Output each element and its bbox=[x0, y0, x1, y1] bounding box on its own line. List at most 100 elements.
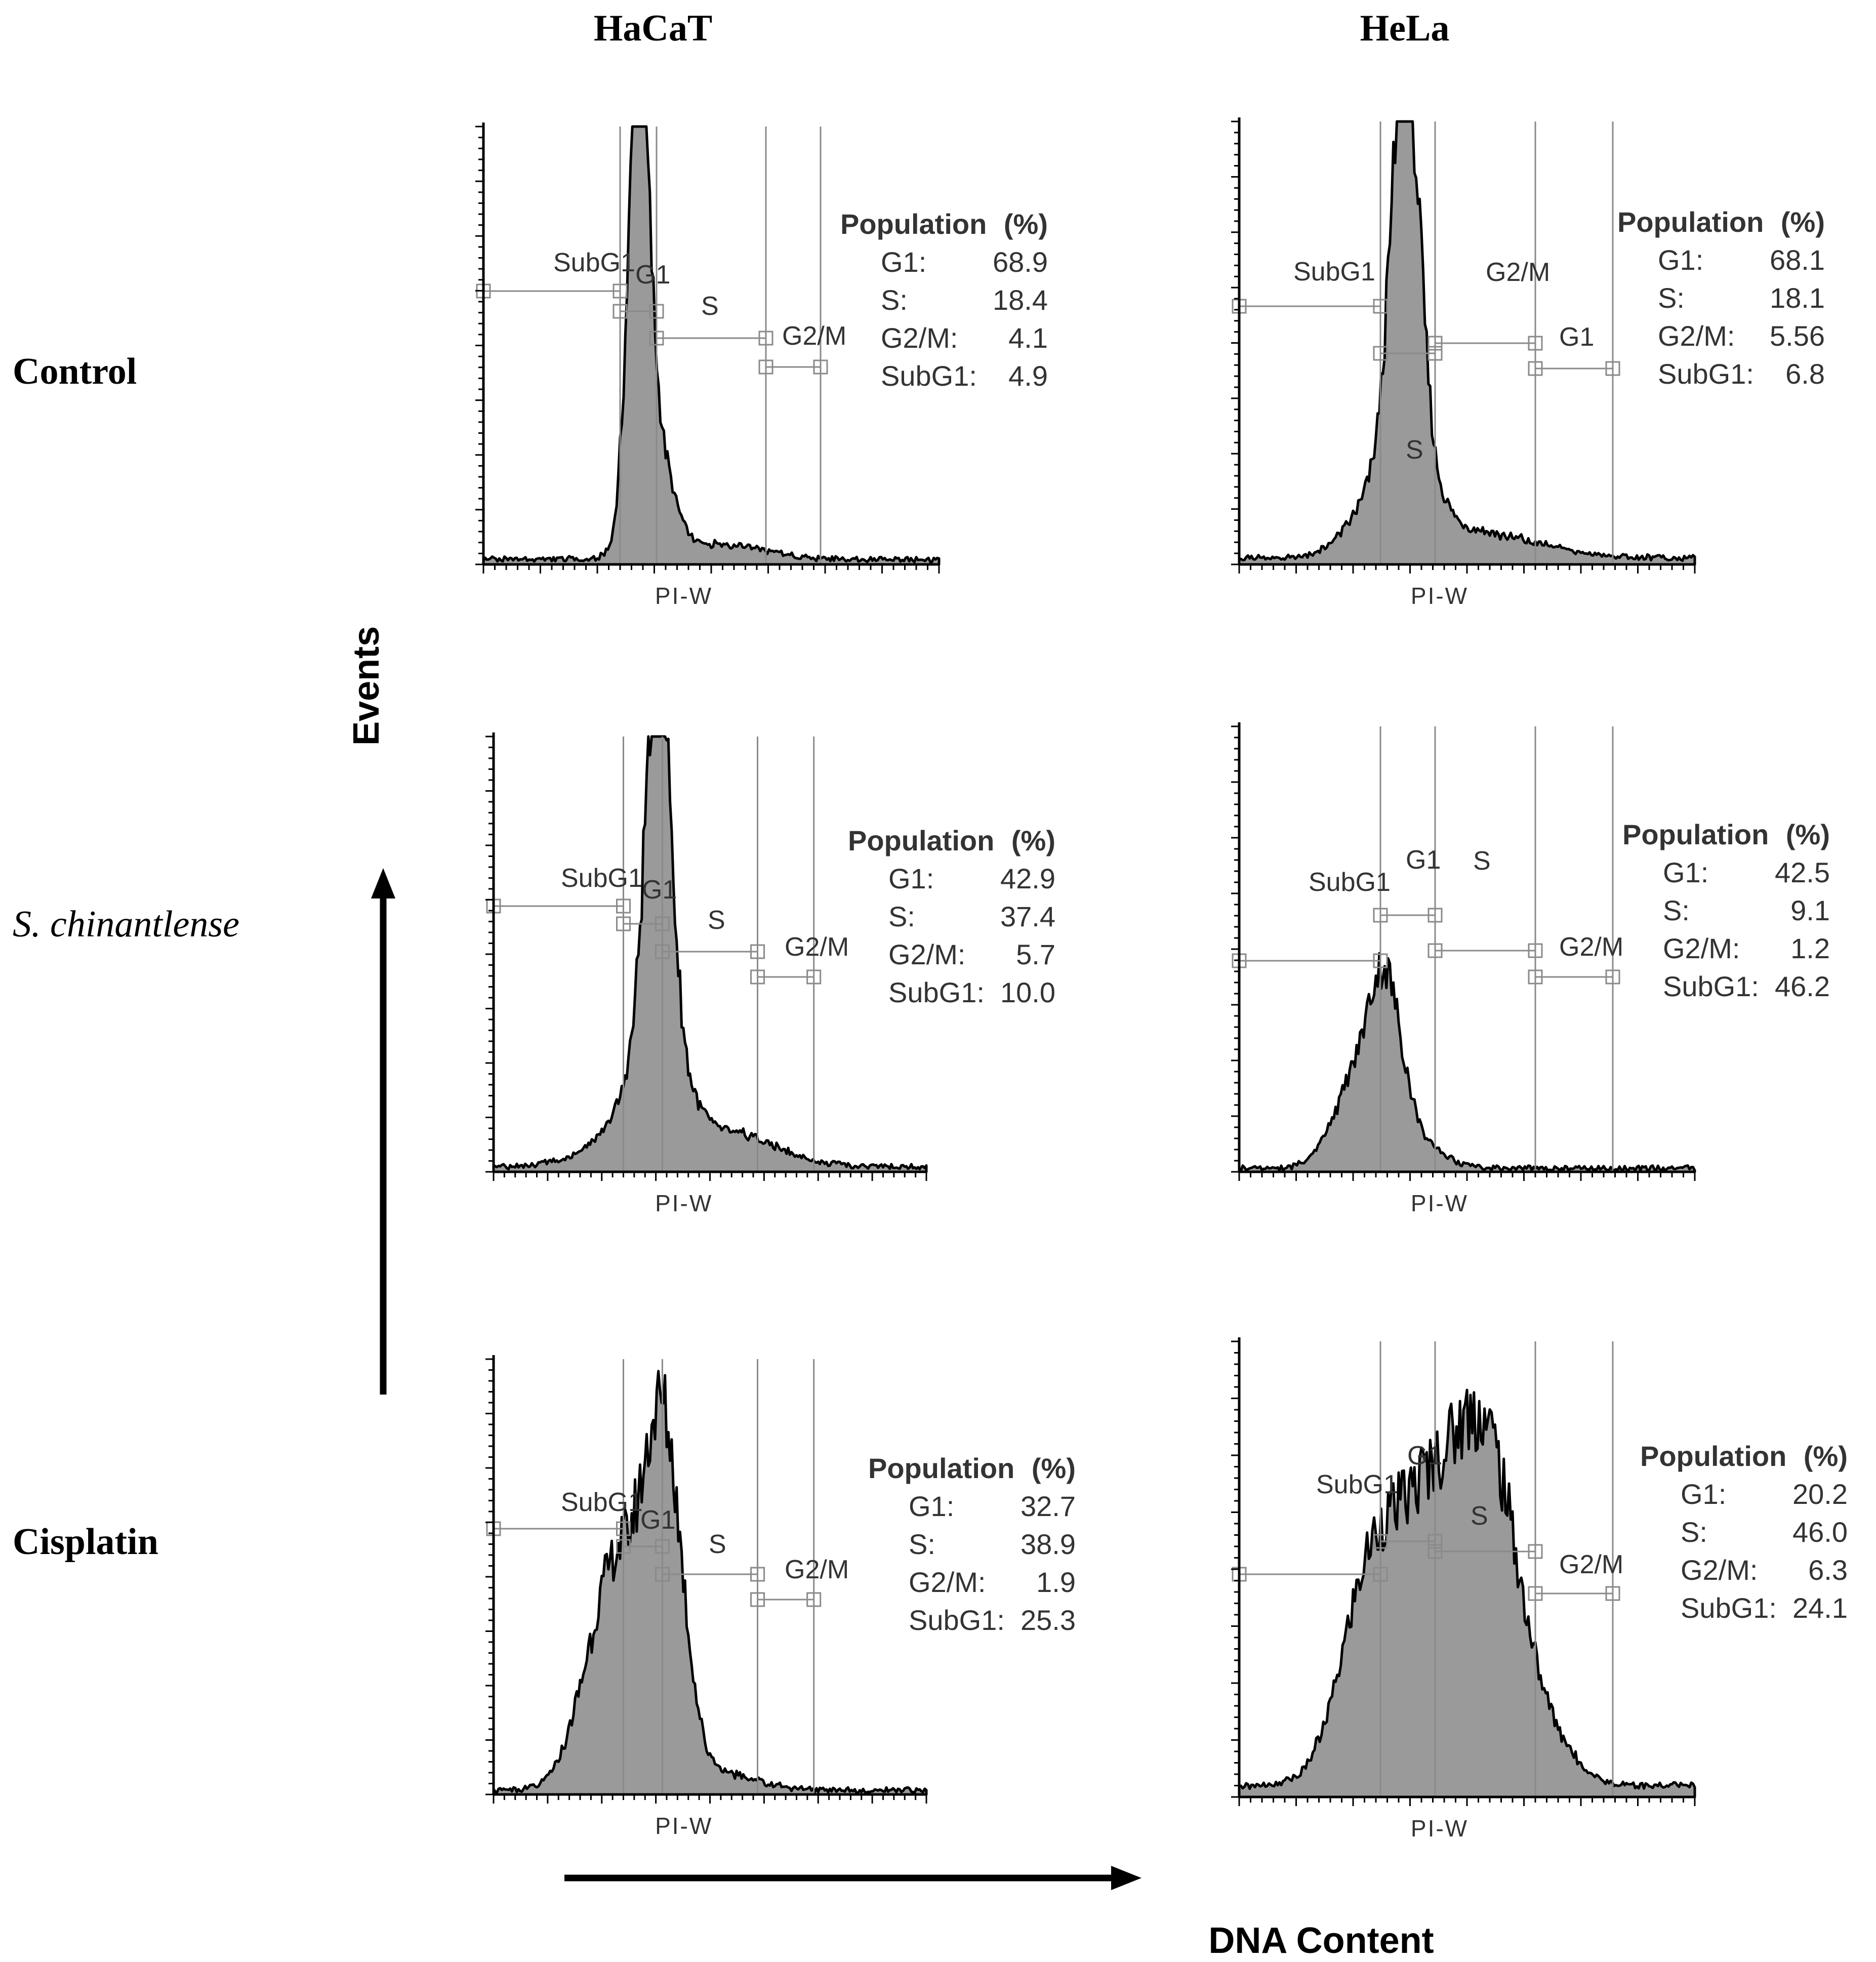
histogram-area bbox=[1238, 1388, 1696, 1798]
row-label-control: Control bbox=[13, 351, 137, 392]
gate-label: G1 bbox=[635, 260, 670, 290]
gate-handle bbox=[1373, 1534, 1388, 1549]
population-value: 6.3 bbox=[1808, 1554, 1848, 1586]
population-value: 68.1 bbox=[1770, 244, 1825, 276]
population-phase: S: bbox=[881, 284, 908, 316]
gate-handle bbox=[1528, 1586, 1543, 1601]
gate-label: S bbox=[701, 292, 719, 321]
x-axis-title: PI-W bbox=[1411, 583, 1469, 609]
gate-handle bbox=[1373, 953, 1388, 968]
gate-handle bbox=[1373, 908, 1388, 923]
population-phase: SubG1: bbox=[888, 976, 985, 1008]
gate-handle bbox=[616, 1521, 631, 1536]
gate-label: S bbox=[1473, 846, 1491, 876]
population-phase: G1: bbox=[1658, 244, 1703, 276]
population-header: Population bbox=[868, 1452, 1014, 1484]
population-header: Population bbox=[848, 825, 994, 856]
gate-handle bbox=[806, 1592, 822, 1607]
gate-handle bbox=[1528, 336, 1543, 351]
histogram-area bbox=[1238, 952, 1696, 1173]
gate-handle bbox=[655, 944, 670, 959]
gate-handle bbox=[1428, 1544, 1443, 1559]
population-phase: SubG1: bbox=[881, 360, 977, 392]
x-axis-title: PI-W bbox=[1411, 1815, 1469, 1842]
population-value: 4.1 bbox=[1008, 322, 1048, 354]
population-header: Population bbox=[1640, 1440, 1786, 1472]
gate-label: G1 bbox=[1406, 845, 1441, 875]
gate-handle bbox=[649, 331, 664, 346]
population-phase: G1: bbox=[1663, 856, 1708, 888]
gate-label: SubG1 bbox=[1309, 868, 1391, 897]
gate-label: G1 bbox=[1407, 1441, 1442, 1470]
population-phase: S: bbox=[1681, 1516, 1707, 1548]
population-value: 37.4 bbox=[1000, 901, 1055, 932]
population-phase: G1: bbox=[881, 246, 926, 278]
population-phase: SubG1: bbox=[1658, 358, 1754, 390]
gate-handle bbox=[1605, 1586, 1620, 1601]
population-value: 20.2 bbox=[1792, 1478, 1848, 1510]
histogram-panel-2: PI-W SubG1 S G2/M G1 Population (%) G1: 68.1 S: 18… bbox=[1231, 117, 1825, 609]
population-phase: G2/M: bbox=[909, 1566, 986, 1598]
histogram-panel-6: PI-W SubG1 G1 S G2/M Population (%) G1: 20.2 S: 46… bbox=[1231, 1337, 1848, 1842]
gate-label: G2/M bbox=[1559, 1550, 1623, 1579]
column-header-hacat: HaCaT bbox=[594, 8, 712, 49]
population-unit: (%) bbox=[1004, 208, 1048, 240]
histogram-area bbox=[1238, 120, 1696, 566]
population-phase: G1: bbox=[1681, 1478, 1726, 1510]
gate-label: G2/M bbox=[1486, 258, 1550, 287]
gate-handle bbox=[1428, 943, 1443, 958]
gate-handle bbox=[813, 359, 828, 375]
population-value: 5.7 bbox=[1016, 938, 1055, 970]
population-phase: G2/M: bbox=[888, 938, 965, 970]
population-header: Population bbox=[1617, 206, 1764, 238]
population-phase: G2/M: bbox=[1663, 932, 1740, 964]
population-value: 6.8 bbox=[1785, 358, 1825, 390]
gate-handle bbox=[613, 283, 628, 299]
population-phase: S: bbox=[888, 901, 915, 932]
population-phase: S: bbox=[1663, 894, 1690, 926]
y-axis-label: Events bbox=[346, 626, 387, 746]
population-phase: G2/M: bbox=[1681, 1554, 1758, 1586]
gate-handle bbox=[1373, 346, 1388, 361]
population-phase: S: bbox=[909, 1528, 935, 1560]
population-phase: G1: bbox=[909, 1490, 954, 1522]
population-phase: SubG1: bbox=[1681, 1592, 1777, 1624]
histogram-area bbox=[482, 125, 941, 566]
gate-handle bbox=[758, 331, 773, 346]
gate-handle bbox=[750, 944, 765, 959]
gate-label: G2/M bbox=[1559, 932, 1623, 962]
gate-handle bbox=[616, 898, 631, 914]
population-unit: (%) bbox=[1011, 825, 1055, 856]
population-value: 9.1 bbox=[1790, 894, 1830, 926]
population-phase: G1: bbox=[888, 863, 934, 894]
x-axis-label: DNA Content bbox=[1208, 1920, 1434, 1961]
gate-handle bbox=[750, 969, 765, 985]
gate-handle bbox=[806, 969, 822, 985]
gate-handle bbox=[1528, 943, 1543, 958]
population-value: 5.56 bbox=[1770, 320, 1825, 352]
gate-label: G1 bbox=[1559, 322, 1594, 352]
population-value: 4.9 bbox=[1008, 360, 1048, 392]
gate-handle bbox=[1428, 1534, 1443, 1549]
gate-handle bbox=[1428, 336, 1443, 351]
x-axis-arrow-head bbox=[1111, 1866, 1141, 1890]
population-value: 38.9 bbox=[1021, 1528, 1076, 1560]
population-header: Population bbox=[840, 208, 987, 240]
gate-handle bbox=[655, 1567, 670, 1582]
gate-handle bbox=[758, 359, 773, 375]
population-unit: (%) bbox=[1781, 206, 1825, 238]
population-unit: (%) bbox=[1786, 819, 1830, 850]
population-value: 25.3 bbox=[1021, 1604, 1076, 1636]
gate-handle bbox=[1373, 1567, 1388, 1582]
gate-label: G2/M bbox=[785, 932, 849, 962]
gate-label: S bbox=[1471, 1501, 1488, 1531]
gate-handle bbox=[1428, 908, 1443, 923]
gate-handle bbox=[1528, 1544, 1543, 1559]
gate-handle bbox=[655, 1539, 670, 1554]
population-value: 46.2 bbox=[1775, 970, 1830, 1002]
gate-handle bbox=[1428, 346, 1443, 361]
gate-label: G2/M bbox=[782, 321, 846, 351]
gate-label: SubG1 bbox=[1316, 1470, 1398, 1499]
histogram-area bbox=[492, 1370, 928, 1796]
